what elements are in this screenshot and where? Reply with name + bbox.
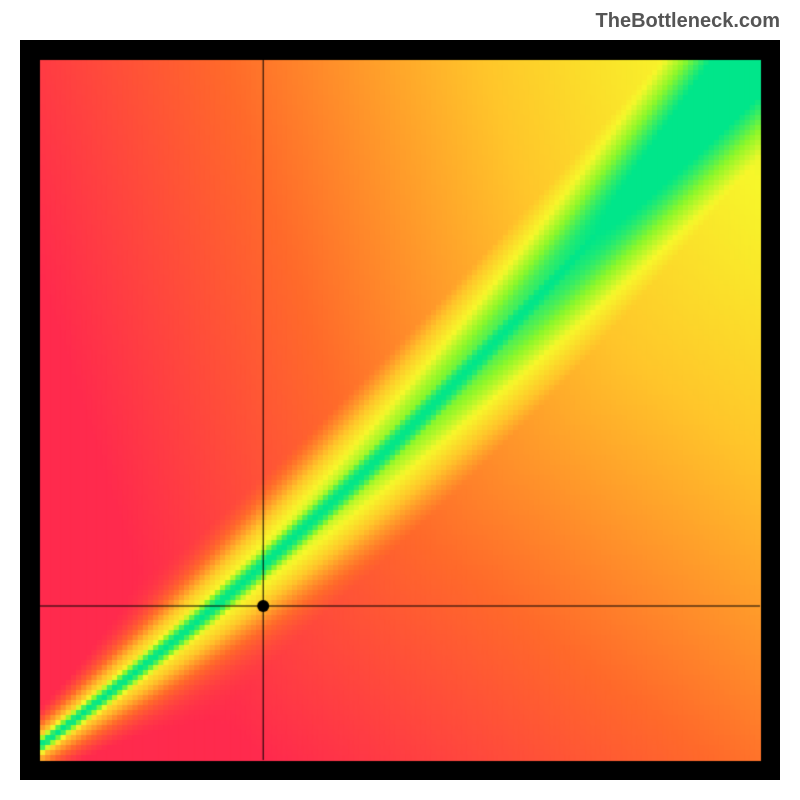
watermark-text: TheBottleneck.com	[596, 10, 780, 33]
bottleneck-heatmap	[20, 40, 780, 780]
container: TheBottleneck.com	[0, 0, 800, 800]
